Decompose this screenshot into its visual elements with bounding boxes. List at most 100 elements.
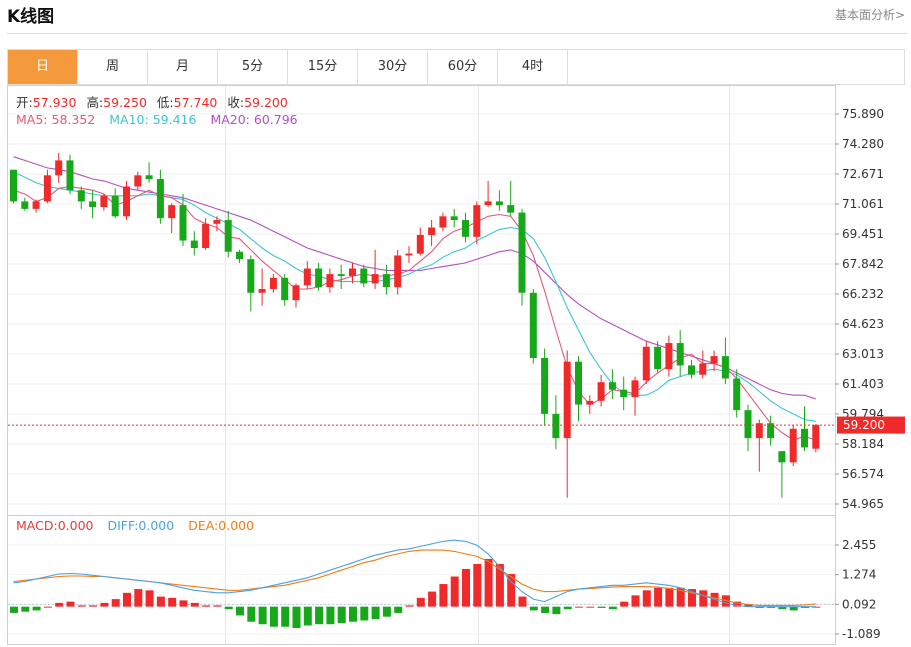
current-price-box (837, 416, 905, 434)
macd-bar (134, 589, 143, 607)
tab-4hour[interactable]: 4时 (498, 50, 568, 84)
macd-bar (767, 606, 776, 608)
ma10-value: 59.416 (153, 112, 197, 127)
tab-30min[interactable]: 30分 (358, 50, 428, 84)
candle-body (405, 253, 413, 256)
macd-bar (631, 595, 640, 607)
macd-bar (213, 605, 222, 607)
candle-body (495, 201, 503, 206)
candle-body (428, 227, 436, 235)
tab-day[interactable]: 日 (8, 50, 78, 84)
ma20-line (13, 156, 816, 400)
dea-value: 0.000 (218, 518, 254, 533)
candle-body (10, 169, 17, 202)
candle-body (755, 423, 763, 439)
tab-week[interactable]: 周 (78, 50, 148, 84)
dea-label: DEA: (188, 518, 218, 533)
macd-label: MACD: (16, 518, 58, 533)
candle-body (563, 361, 571, 439)
macd-bar (563, 606, 572, 610)
macd-bar (371, 606, 380, 620)
current-price-group: 59.200 (8, 416, 905, 434)
macd-bar (462, 568, 470, 607)
header-divider (7, 33, 907, 34)
price-tick-label: 64.623 (842, 317, 884, 331)
macd-bar (179, 600, 188, 607)
macd-bar (744, 604, 753, 607)
candle-body (236, 251, 243, 260)
macd-bar (394, 606, 403, 613)
macd-value: 0.000 (58, 518, 94, 533)
macd-bar (349, 606, 357, 622)
macd-bar (642, 590, 651, 607)
candle-body (247, 259, 255, 293)
fundamental-analysis-link[interactable]: 基本面分析> (834, 8, 905, 22)
candle-body (326, 274, 334, 288)
ma10-label: MA10: (109, 112, 148, 127)
high-label: 高: (86, 95, 103, 110)
low-value: 57.740 (174, 95, 218, 110)
tab-15min[interactable]: 15分 (288, 50, 358, 84)
macd-bar (541, 606, 550, 613)
macd-bar (55, 602, 64, 607)
candle-body (552, 413, 560, 439)
macd-tick-label: 1.274 (842, 568, 876, 582)
macd-bar (326, 606, 335, 625)
price-panel-frame (7, 85, 836, 516)
candle-body (292, 285, 300, 301)
macd-bar (495, 563, 504, 607)
candle-body (812, 425, 820, 449)
candle-body (360, 268, 368, 284)
ma20-layer (13, 156, 816, 400)
price-gridlines (8, 113, 835, 505)
macd-bar (258, 606, 267, 625)
diff-line (13, 539, 816, 608)
macd-bar (428, 591, 437, 607)
ma10-layer (13, 171, 816, 422)
tab-month[interactable]: 月 (148, 50, 218, 84)
macd-bar (733, 601, 742, 607)
tab-60min[interactable]: 60分 (428, 50, 498, 84)
tab-5min[interactable]: 5分 (218, 50, 288, 84)
candle-body (303, 268, 311, 286)
candle-body (123, 186, 130, 217)
macd-bar (202, 605, 211, 607)
ma-info: MA5: 58.352 MA10: 59.416 MA20: 60.796 (16, 112, 298, 127)
candle-body (202, 223, 210, 249)
candle-body (642, 346, 650, 381)
open-label: 开: (16, 95, 33, 110)
macd-tick-label: -1.089 (842, 627, 881, 641)
price-tick-label: 61.403 (842, 377, 884, 391)
ma5-value: 58.352 (52, 112, 96, 127)
candles-layer (10, 152, 820, 498)
candle-body (156, 179, 164, 219)
macd-bar (337, 606, 346, 623)
macd-bar (507, 574, 516, 607)
price-tick-label: 71.061 (842, 197, 884, 211)
macd-bar (529, 606, 538, 611)
candle-body (586, 400, 594, 405)
candle-body (484, 201, 492, 206)
price-tick-label: 56.574 (842, 467, 884, 481)
macd-panel-frame (7, 515, 836, 645)
candle-body (778, 451, 786, 463)
candle-body (77, 190, 85, 202)
candle-body (529, 292, 537, 358)
candle-body (688, 365, 695, 375)
current-price-label: 59.200 (843, 418, 885, 432)
candle-body (55, 160, 63, 176)
macd-bar (439, 584, 448, 607)
macd-bar (473, 563, 482, 607)
ma20-value: 60.796 (254, 112, 298, 127)
macd-bar (247, 606, 256, 622)
price-tick-label: 74.280 (842, 137, 884, 151)
macd-bar (303, 606, 312, 626)
close-value: 59.200 (244, 95, 288, 110)
candle-body (89, 201, 97, 208)
ma10-line (13, 171, 816, 422)
candle-body (179, 205, 187, 241)
candle-body (315, 268, 323, 288)
candle-body (43, 175, 51, 202)
candle-body (213, 220, 221, 224)
